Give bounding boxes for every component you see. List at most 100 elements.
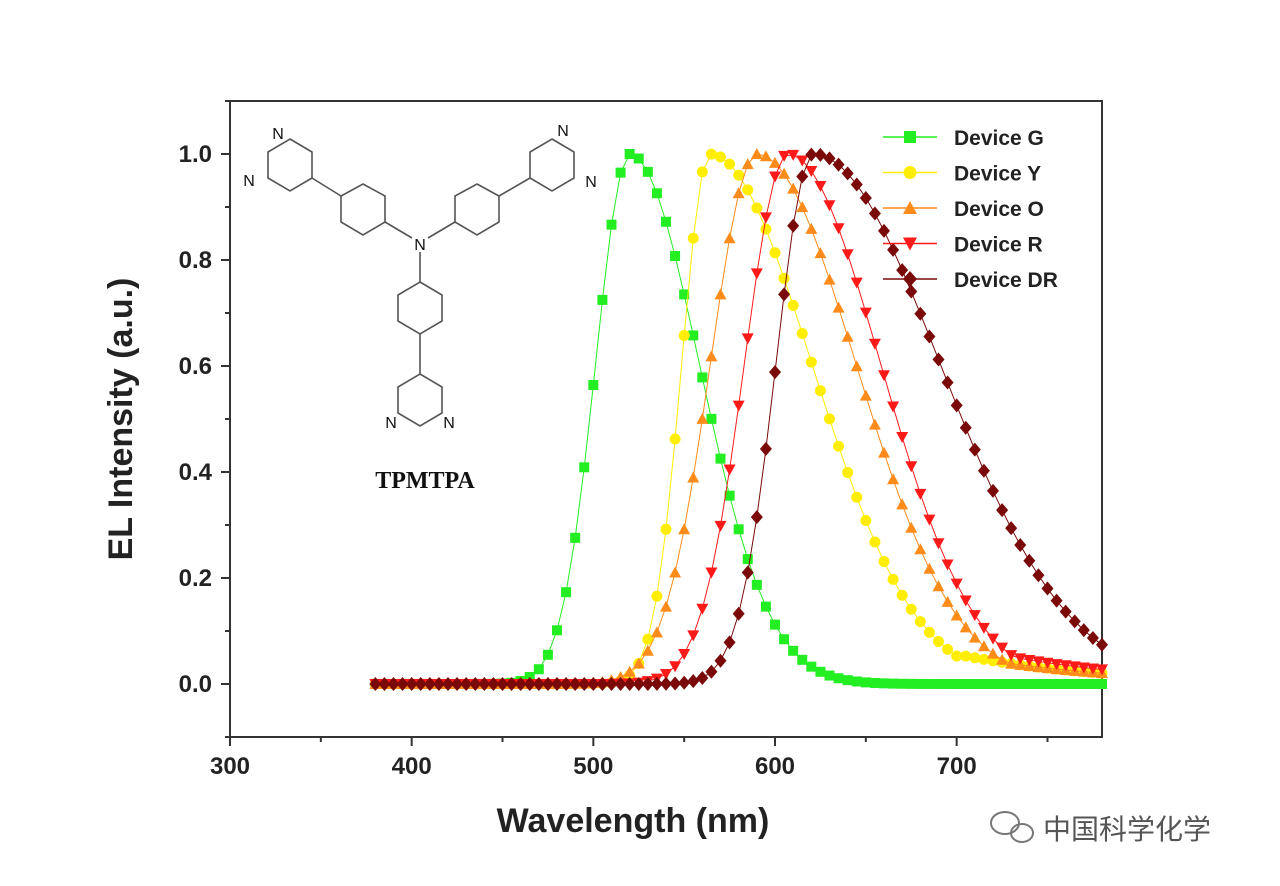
data-point: [1005, 650, 1018, 662]
data-point: [487, 677, 500, 691]
data-point: [977, 622, 990, 634]
data-point: [796, 155, 809, 167]
legend-marker: [903, 201, 917, 214]
data-point: [960, 650, 972, 662]
data-point: [833, 440, 845, 452]
data-point: [614, 676, 627, 691]
legend-label: Device R: [954, 234, 1043, 257]
data-point: [669, 661, 682, 673]
data-point: [788, 645, 799, 656]
data-point: [733, 524, 744, 535]
data-point: [878, 446, 890, 458]
molecule-name: TPMTPA: [375, 468, 475, 494]
data-point: [633, 153, 644, 164]
data-point: [860, 515, 872, 527]
data-point: [650, 626, 663, 638]
data-point: [869, 677, 880, 688]
data-point: [942, 643, 954, 655]
data-point: [1032, 568, 1045, 583]
data-point: [523, 677, 536, 691]
data-point: [951, 678, 962, 689]
data-point: [605, 676, 618, 691]
data-point: [687, 471, 700, 483]
data-point: [806, 661, 817, 672]
legend-label: Device G: [954, 127, 1044, 150]
data-point: [787, 299, 799, 311]
data-point: [1041, 581, 1054, 596]
data-point: [779, 634, 790, 645]
legend-marker: [904, 131, 916, 143]
data-point: [678, 523, 691, 535]
data-point: [696, 412, 709, 424]
data-point: [432, 677, 445, 691]
data-point: [1005, 521, 1018, 536]
data-point: [597, 294, 608, 305]
data-point: [933, 636, 944, 648]
wechat-icon: [990, 811, 1034, 843]
data-point: [796, 201, 809, 213]
data-point: [750, 510, 763, 525]
data-point: [951, 650, 963, 662]
data-point: [1032, 656, 1045, 668]
data-point: [496, 677, 509, 691]
data-point: [759, 212, 772, 224]
data-point: [561, 587, 572, 598]
data-point: [997, 678, 1008, 689]
data-point: [887, 473, 900, 485]
data-point: [696, 166, 708, 178]
data-point: [832, 157, 845, 172]
data-point: [987, 633, 999, 645]
data-point: [1077, 623, 1090, 638]
data-point: [778, 272, 790, 284]
data-point: [1023, 654, 1036, 666]
data-point: [533, 664, 544, 675]
data-point: [687, 674, 700, 689]
data-point: [1096, 664, 1108, 676]
y-tick-label: 0.2: [179, 565, 212, 592]
data-point: [933, 678, 944, 689]
data-point: [842, 675, 853, 686]
data-point: [905, 284, 918, 299]
data-point: [1015, 678, 1026, 689]
data-point: [950, 609, 963, 621]
data-point: [651, 590, 663, 602]
x-tick-label: 500: [573, 753, 613, 780]
data-point: [977, 463, 990, 478]
data-point: [950, 398, 963, 413]
data-point: [842, 466, 854, 478]
data-point: [778, 287, 791, 302]
data-point: [769, 171, 781, 183]
y-tick-label: 0.4: [179, 459, 213, 486]
data-point: [705, 148, 717, 160]
data-point: [878, 556, 890, 568]
data-point: [687, 232, 699, 244]
data-point: [552, 625, 562, 636]
data-point: [723, 464, 736, 476]
data-point: [987, 647, 999, 659]
data-point: [823, 200, 836, 212]
data-point: [760, 601, 771, 612]
data-point: [641, 644, 654, 656]
data-point: [814, 385, 826, 397]
data-point: [588, 380, 599, 391]
data-point: [805, 356, 817, 368]
data-point: [632, 657, 645, 669]
legend-label: Device DR: [954, 269, 1058, 292]
data-point: [1086, 630, 1099, 645]
data-point: [1042, 679, 1053, 689]
data-point: [941, 375, 954, 390]
data-point: [723, 232, 736, 244]
data-point: [560, 677, 573, 691]
data-point: [923, 562, 936, 574]
data-point: [787, 149, 800, 161]
data-point: [679, 289, 690, 300]
data-point: [579, 462, 590, 473]
data-point: [624, 149, 635, 159]
series-device-dr: [369, 147, 1108, 691]
axis-ticks: 300 400 500 600 700 0.0 0.2 0.4 0.6 0.8 1.0: [179, 100, 1049, 780]
data-point: [714, 520, 727, 532]
data-point: [815, 666, 826, 677]
data-point: [688, 330, 699, 341]
data-point: [769, 247, 781, 259]
